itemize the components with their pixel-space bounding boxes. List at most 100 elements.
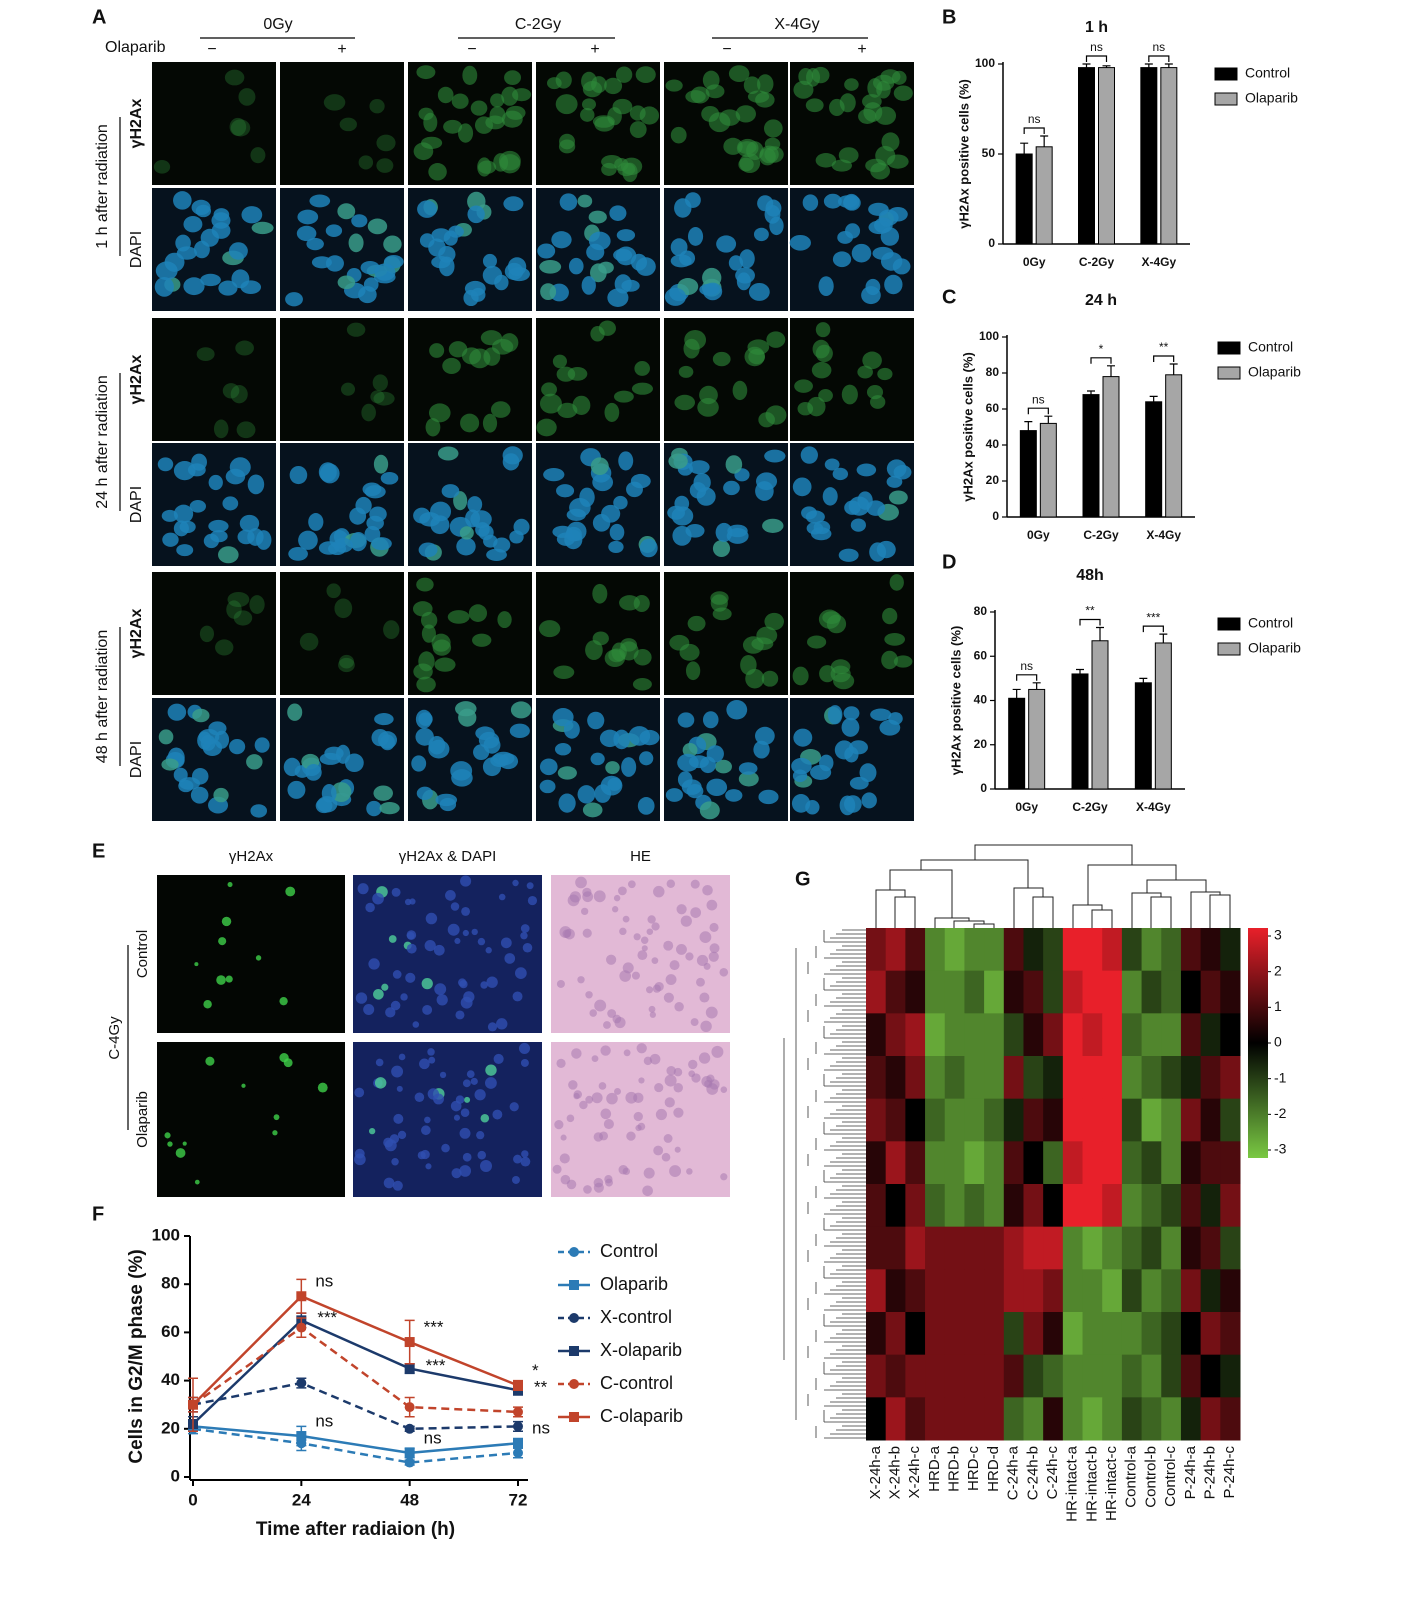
- significance-label: ns: [1020, 659, 1033, 673]
- bar: [1145, 401, 1163, 518]
- cell: [441, 1143, 450, 1153]
- nucleus: [501, 86, 519, 106]
- cell: [487, 1022, 498, 1032]
- cell: [646, 928, 654, 935]
- chart-title: 1 h: [1085, 19, 1108, 36]
- cell: [480, 1159, 493, 1172]
- nucleus: [699, 801, 720, 820]
- nucleus: [214, 730, 230, 749]
- significance-label: ***: [424, 1318, 444, 1337]
- column-label: X-24h-b: [886, 1446, 903, 1499]
- heatmap-cell: [1023, 1354, 1044, 1398]
- significance-label: ns: [1032, 392, 1045, 406]
- cell: [556, 979, 565, 988]
- nucleus: [725, 455, 743, 474]
- cell: [702, 884, 713, 896]
- nucleus: [766, 331, 786, 348]
- nucleus: [705, 84, 725, 99]
- nucleus: [811, 361, 832, 379]
- heatmap-cell: [1082, 1397, 1103, 1441]
- heatmap-cell: [1200, 1269, 1221, 1313]
- heatmap-cell: [1003, 1312, 1024, 1356]
- nucleus: [552, 708, 574, 727]
- heatmap-cell: [1121, 1312, 1143, 1356]
- legend-swatch: [1217, 341, 1241, 355]
- heatmap-cell: [866, 928, 887, 972]
- micrograph: [280, 572, 404, 695]
- heatmap-cell: [885, 970, 906, 1014]
- heatmap-cell: [964, 1354, 985, 1398]
- cell: [600, 1045, 611, 1056]
- nucleus: [380, 471, 399, 485]
- nucleus: [862, 351, 882, 370]
- nucleus: [747, 339, 770, 355]
- nucleus: [688, 755, 709, 769]
- nucleus: [358, 155, 374, 170]
- heatmap-cell: [925, 1056, 946, 1100]
- heatmap-cell: [1043, 1269, 1064, 1313]
- cell: [393, 1113, 404, 1124]
- nucleus: [791, 757, 812, 775]
- nucleus: [716, 235, 737, 253]
- nucleus: [197, 731, 212, 750]
- heatmap-cell: [925, 1098, 946, 1142]
- y-tick-label: 20: [974, 737, 988, 751]
- cell: [512, 991, 523, 1002]
- nucleus: [196, 347, 215, 361]
- nucleus: [483, 534, 498, 548]
- heatmap-cell: [1200, 1226, 1221, 1270]
- significance-bracket: [1085, 55, 1108, 62]
- heatmap-cell: [984, 1141, 1005, 1185]
- nucleus: [215, 639, 234, 656]
- heatmap-cell: [1082, 1312, 1103, 1356]
- nucleus: [856, 463, 877, 477]
- legend-marker: [569, 1412, 579, 1422]
- nucleus: [849, 740, 868, 755]
- y-axis-label: γH2Ax positive cells (%): [956, 79, 971, 229]
- heatmap-cell: [964, 1397, 985, 1441]
- drug-label: Olaparib: [105, 39, 166, 56]
- heatmap-cell: [1062, 1397, 1084, 1441]
- heatmap-cell: [1121, 1397, 1143, 1441]
- heatmap-cell: [1141, 1354, 1162, 1398]
- row-label: Olaparib: [134, 1091, 151, 1148]
- cell: [635, 1124, 642, 1132]
- bar: [1160, 67, 1178, 245]
- cell: [663, 1134, 673, 1143]
- column-header: HE: [630, 848, 651, 865]
- nucleus: [489, 106, 506, 125]
- nucleus: [467, 496, 483, 513]
- micrograph: [152, 318, 276, 441]
- nucleus: [458, 708, 477, 727]
- nucleus: [607, 288, 629, 307]
- micrograph: [157, 875, 345, 1033]
- nucleus: [380, 734, 395, 751]
- nucleus: [850, 518, 866, 532]
- nucleus: [367, 218, 388, 235]
- nucleus: [590, 752, 605, 766]
- nucleus: [256, 530, 272, 550]
- nucleus: [285, 292, 303, 307]
- significance-label: ns: [315, 1272, 333, 1291]
- micrograph: [280, 62, 404, 185]
- heatmap-cell: [944, 1184, 965, 1228]
- cell: [480, 1113, 490, 1123]
- cell: [688, 1059, 698, 1070]
- heatmap-cell: [1023, 1013, 1044, 1057]
- nucleus: [628, 726, 651, 746]
- heatmap-cell: [1121, 1013, 1143, 1057]
- cell: [391, 1157, 399, 1166]
- nucleus: [572, 395, 591, 415]
- nucleus: [604, 77, 623, 95]
- marker: [404, 1363, 415, 1374]
- heatmap-cell: [925, 1397, 946, 1441]
- nucleus: [764, 137, 781, 151]
- cell: [412, 1021, 420, 1028]
- heatmap-cell: [1161, 1141, 1182, 1185]
- micrograph: [152, 572, 276, 695]
- time-label: 24 h after radiation: [94, 375, 111, 508]
- legend-label: Control: [1248, 339, 1293, 355]
- marker: [513, 1380, 523, 1391]
- x-tick-label: X-4Gy: [1136, 800, 1171, 814]
- nucleus: [371, 537, 392, 551]
